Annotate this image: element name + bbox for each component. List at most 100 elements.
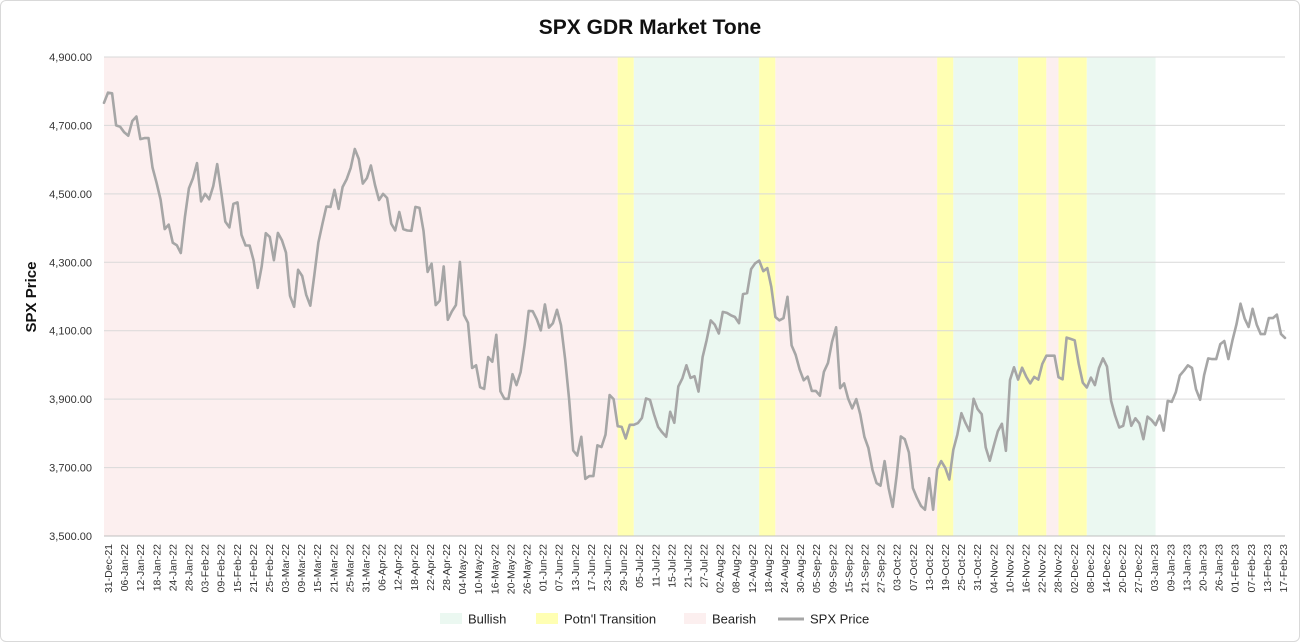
x-tick-label: 25-Oct-22 bbox=[956, 544, 968, 591]
x-tick-label: 03-Feb-22 bbox=[200, 544, 212, 593]
x-tick-label: 28-Apr-22 bbox=[441, 544, 453, 591]
region-bearish-8 bbox=[1046, 57, 1059, 536]
y-axis-ticks: 3,500.00 3,700.00 3,900.00 4,100.00 4,300.00… bbox=[49, 52, 92, 543]
legend-swatch-bullish bbox=[440, 613, 462, 624]
x-tick-label: 24-Aug-22 bbox=[779, 544, 791, 593]
x-tick-label: 04-Nov-22 bbox=[988, 544, 1000, 593]
x-tick-label: 12-Aug-22 bbox=[747, 544, 759, 593]
x-tick-label: 22-Nov-22 bbox=[1037, 544, 1049, 593]
x-tick-label: 13-Jan-23 bbox=[1181, 544, 1193, 591]
x-tick-label: 04-May-22 bbox=[457, 544, 469, 594]
x-tick-label: 17-Jun-22 bbox=[586, 544, 598, 591]
x-tick-label: 17-Feb-23 bbox=[1278, 544, 1290, 593]
y-tick-label: 4,500.00 bbox=[49, 189, 92, 201]
x-tick-label: 28-Nov-22 bbox=[1053, 544, 1065, 593]
x-tick-label: 15-Jul-22 bbox=[666, 544, 678, 588]
x-tick-label: 03-Jan-23 bbox=[1149, 544, 1161, 591]
legend-label-bullish: Bullish bbox=[468, 612, 506, 627]
x-tick-label: 14-Dec-22 bbox=[1101, 544, 1113, 593]
x-tick-label: 31-Dec-21 bbox=[103, 544, 115, 593]
x-tick-label: 19-Oct-22 bbox=[940, 544, 952, 591]
x-tick-label: 27-Sep-22 bbox=[876, 544, 888, 593]
region-bullish-6 bbox=[953, 57, 1019, 536]
x-tick-label: 26-Jan-23 bbox=[1214, 544, 1226, 591]
x-tick-label: 01-Feb-23 bbox=[1230, 544, 1242, 593]
x-tick-label: 21-Mar-22 bbox=[328, 544, 340, 593]
x-tick-label: 10-Nov-22 bbox=[1004, 544, 1016, 593]
gridlines bbox=[104, 56, 1285, 537]
x-tick-label: 11-Jul-22 bbox=[650, 544, 662, 587]
x-tick-label: 30-Aug-22 bbox=[795, 544, 807, 593]
y-tick-label: 3,700.00 bbox=[49, 463, 92, 475]
x-tick-label: 02-Aug-22 bbox=[715, 544, 727, 593]
x-tick-label: 12-Apr-22 bbox=[393, 544, 405, 591]
y-tick-label: 4,300.00 bbox=[49, 257, 92, 269]
x-tick-label: 09-Sep-22 bbox=[827, 544, 839, 593]
region-potn-l-transition-3 bbox=[759, 57, 776, 536]
x-tick-label: 07-Feb-23 bbox=[1246, 544, 1258, 593]
spx-price-line bbox=[102, 91, 1287, 511]
x-tick-label: 18-Aug-22 bbox=[763, 544, 775, 593]
x-tick-label: 08-Aug-22 bbox=[731, 544, 743, 593]
chart-title: SPX GDR Market Tone bbox=[539, 16, 762, 39]
x-tick-label: 09-Jan-23 bbox=[1165, 544, 1177, 591]
x-tick-label: 15-Mar-22 bbox=[312, 544, 324, 593]
x-tick-label: 03-Oct-22 bbox=[892, 544, 904, 591]
x-tick-label: 20-Jan-23 bbox=[1198, 544, 1210, 591]
series-layer bbox=[102, 91, 1287, 511]
x-tick-label: 29-Jun-22 bbox=[618, 544, 630, 591]
y-tick-label: 3,500.00 bbox=[49, 531, 92, 543]
legend-label-potn-l-transition: Potn'l Transition bbox=[564, 612, 656, 627]
x-tick-label: 01-Jun-22 bbox=[538, 544, 550, 591]
x-tick-label: 21-Sep-22 bbox=[860, 544, 872, 593]
x-tick-label: 05-Jul-22 bbox=[634, 544, 646, 588]
x-axis-ticks: 31-Dec-21 06-Jan-22 12-Jan-22 18-Jan-22 24-J… bbox=[103, 544, 1290, 594]
x-tick-label: 20-May-22 bbox=[505, 544, 517, 594]
legend: Bullish Potn'l Transition Bearish SPX Price bbox=[440, 612, 869, 627]
x-tick-label: 25-Mar-22 bbox=[344, 544, 356, 593]
x-tick-label: 27-Dec-22 bbox=[1133, 544, 1145, 593]
y-axis-label: SPX Price bbox=[23, 262, 40, 333]
region-bullish-2 bbox=[633, 57, 760, 536]
region-potn-l-transition-5 bbox=[937, 57, 954, 536]
legend-swatch-bearish bbox=[684, 613, 706, 624]
x-tick-label: 02-Dec-22 bbox=[1069, 544, 1081, 593]
x-tick-label: 21-Jul-22 bbox=[682, 544, 694, 588]
legend-label-bearish: Bearish bbox=[712, 612, 756, 627]
y-tick-label: 4,700.00 bbox=[49, 120, 92, 132]
tone-regions bbox=[104, 57, 1156, 536]
y-tick-label: 4,100.00 bbox=[49, 326, 92, 338]
x-tick-label: 28-Jan-22 bbox=[183, 544, 195, 591]
region-bearish-0 bbox=[104, 57, 618, 536]
x-tick-label: 09-Feb-22 bbox=[216, 544, 228, 593]
x-tick-label: 21-Feb-22 bbox=[248, 544, 260, 593]
x-tick-label: 12-Jan-22 bbox=[135, 544, 147, 591]
legend-label-spx-price: SPX Price bbox=[810, 612, 869, 627]
x-tick-label: 05-Sep-22 bbox=[811, 544, 823, 593]
x-tick-label: 07-Oct-22 bbox=[908, 544, 920, 591]
x-tick-label: 13-Jun-22 bbox=[570, 544, 582, 591]
x-tick-label: 07-Jun-22 bbox=[554, 544, 566, 591]
y-tick-label: 3,900.00 bbox=[49, 394, 92, 406]
x-tick-label: 25-Feb-22 bbox=[264, 544, 276, 593]
x-tick-label: 13-Oct-22 bbox=[924, 544, 936, 591]
x-tick-label: 20-Dec-22 bbox=[1117, 544, 1129, 593]
x-tick-label: 16-Nov-22 bbox=[1020, 544, 1032, 593]
x-tick-label: 13-Feb-23 bbox=[1262, 544, 1274, 593]
x-tick-label: 16-May-22 bbox=[489, 544, 501, 594]
x-tick-label: 10-May-22 bbox=[473, 544, 485, 594]
region-potn-l-transition-1 bbox=[617, 57, 634, 536]
x-tick-label: 18-Jan-22 bbox=[151, 544, 163, 591]
region-bearish-4 bbox=[775, 57, 938, 536]
x-tick-label: 22-Apr-22 bbox=[425, 544, 437, 591]
x-tick-label: 08-Dec-22 bbox=[1085, 544, 1097, 593]
x-tick-label: 18-Apr-22 bbox=[409, 544, 421, 591]
x-tick-label: 24-Jan-22 bbox=[167, 544, 179, 591]
region-bullish-10 bbox=[1086, 57, 1156, 536]
x-tick-label: 26-May-22 bbox=[521, 544, 533, 594]
x-tick-label: 31-Oct-22 bbox=[972, 544, 984, 591]
x-tick-label: 23-Jun-22 bbox=[602, 544, 614, 591]
x-tick-label: 27-Jul-22 bbox=[699, 544, 711, 588]
x-tick-label: 31-Mar-22 bbox=[361, 544, 373, 593]
